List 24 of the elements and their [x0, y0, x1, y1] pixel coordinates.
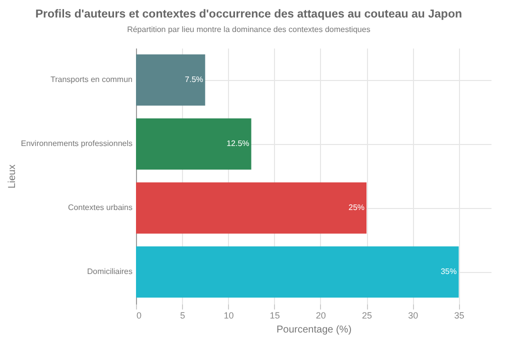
x-tick-label: 15 [270, 310, 280, 320]
x-tick-label: 5 [180, 310, 186, 320]
x-tick-label: 35 [454, 310, 464, 320]
x-tick-label: 30 [408, 310, 418, 320]
data-label: 12.5% [226, 139, 250, 148]
x-tick-label: 0 [136, 310, 142, 320]
bar [136, 246, 459, 298]
y-axis-title: Lieux [6, 164, 18, 188]
data-label: 25% [348, 203, 365, 212]
y-tick-label: Transports en commun [50, 75, 132, 84]
y-tick-label: Contextes urbains [68, 203, 132, 212]
chart-subtitle: Répartition par lieu montre la dominance des contextes domestiques [127, 25, 370, 34]
bar [136, 54, 206, 106]
chart-title: Profils d'auteurs et contextes d'occurrence des attaques au couteau au Japon [35, 8, 462, 20]
y-tick-label: Environnements professionnels [20, 139, 132, 148]
x-tick-label: 20 [316, 310, 326, 320]
x-tick-label: 25 [362, 310, 372, 320]
bar [136, 182, 367, 234]
data-label: 7.5% [184, 75, 204, 84]
x-axis-title: Pourcentage (%) [276, 324, 352, 336]
x-tick-label: 10 [224, 310, 234, 320]
y-tick-label: Domiciliaires [87, 267, 132, 276]
data-label: 35% [440, 267, 457, 276]
bar [136, 118, 252, 170]
